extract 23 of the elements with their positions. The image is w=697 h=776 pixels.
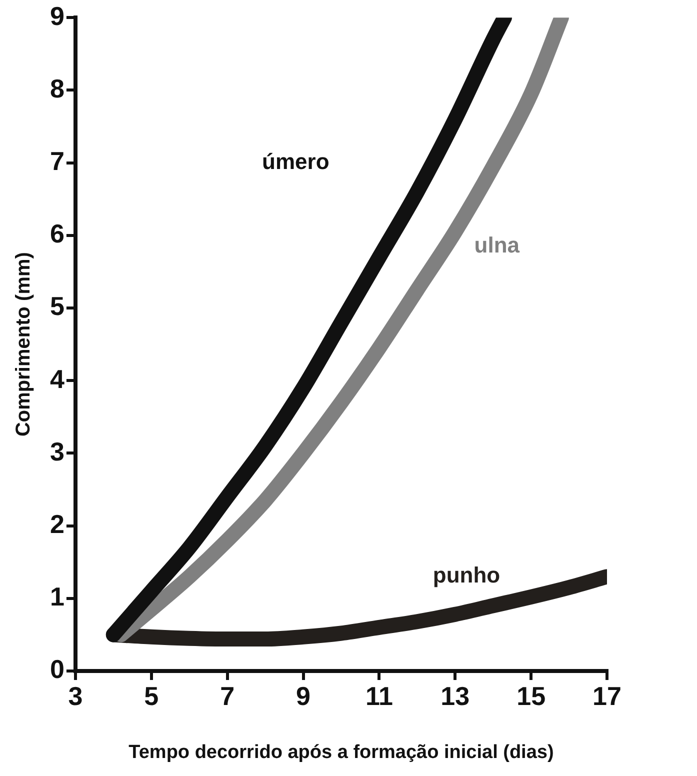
x-tick-label: 5 [144,680,159,711]
x-tick-label: 7 [220,680,235,711]
y-tick-label: 0 [50,654,64,684]
y-tick-label: 6 [50,218,64,249]
y-tick-label: 9 [50,0,64,31]
y-tick-label: 5 [50,291,64,322]
series-label: ulna [474,232,520,258]
y-tick-label: 7 [50,146,64,176]
text: úmero [262,148,330,174]
y-tick-label: 2 [50,508,64,539]
y-tick-label: 4 [50,364,65,394]
x-tick-label: 13 [440,680,470,711]
y-tick-label: 3 [50,436,64,466]
x-tick-label: 3 [68,680,83,711]
x-tick-label: 15 [516,680,546,711]
y-tick-label: 8 [50,73,64,104]
x-tick-label: 11 [365,680,393,711]
y-tick-label: 1 [50,582,64,612]
x-tick-label: 9 [296,680,310,711]
x-axis-title: Tempo decorrido após a formação inicial (dias) [128,742,554,763]
series-label: punho [432,562,500,588]
x-tick-label: 17 [592,680,622,711]
y-axis-title: Comprimento (mm) [12,252,35,437]
